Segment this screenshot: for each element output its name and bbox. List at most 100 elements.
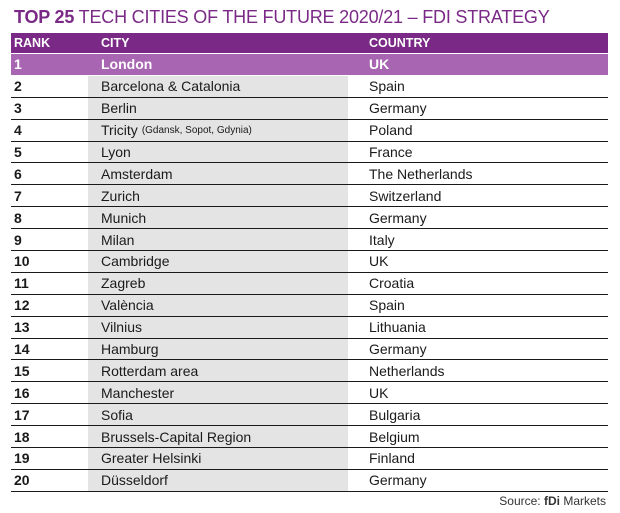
rank-cell: 7 [14,187,22,204]
table-row: 10 Cambridge UK [11,251,608,273]
city-name: Sofia [101,406,133,423]
table-row: 12 València Spain [11,294,608,317]
city-cell: Düsseldorf [88,469,348,491]
country-cell: Spain [369,297,405,314]
country-cell: Spain [369,78,405,95]
rank-cell: 12 [14,297,30,314]
city-cell: Brussels-Capital Region [88,426,348,448]
title-lead: TOP 25 [14,7,75,27]
city-cell: Berlin [88,97,348,119]
country-cell: UK [369,384,389,401]
header-country: COUNTRY [369,36,431,50]
rank-cell: 1 [14,56,22,73]
city-cell: Manchester [88,382,348,404]
table-row: 6 Amsterdam The Netherlands [11,163,608,186]
rank-cell: 15 [14,362,30,379]
city-name: London [101,56,153,73]
country-cell: Germany [369,209,427,226]
rank-cell: 17 [14,406,30,423]
table-row: 20 Düsseldorf Germany [11,469,608,492]
country-cell: Germany [369,100,427,117]
city-name: Lyon [101,144,131,160]
city-name: Cambridge [101,253,170,270]
table-row: 11 Zagreb Croatia [11,272,608,295]
table-row: 17 Sofia Bulgaria [11,404,608,427]
city-name: Greater Helsinki [101,450,202,467]
country-cell: Croatia [369,275,415,292]
table-row: 9 Milan Italy [11,229,608,252]
city-cell: Amsterdam [88,163,348,185]
table-row: 2 Barcelona & Catalonia Spain [11,75,608,98]
city-cell: Greater Helsinki [88,448,348,469]
source-note: Source: fDi Markets [499,494,606,508]
rank-cell: 2 [14,78,22,95]
ranking-table: RANK CITY COUNTRY 1 London UK 2 Barcelona & … [11,33,608,492]
rank-cell: 5 [14,144,22,160]
country-cell: Belgium [369,428,420,445]
table-row: 14 Hamburg Germany [11,338,608,361]
city-note: (Gdansk, Sopot, Gdynia) [141,124,252,136]
rank-cell: 16 [14,384,30,401]
city-cell: Hamburg [88,338,348,360]
city-cell: Vilnius [88,316,348,338]
city-name: Düsseldorf [101,472,168,489]
country-cell: Germany [369,472,427,489]
rank-cell: 18 [14,428,30,445]
country-cell: Finland [369,450,415,467]
city-cell: Cambridge [88,251,348,272]
rank-cell: 19 [14,450,30,467]
city-name: Zagreb [101,275,146,292]
city-name: València [101,297,154,314]
city-name: Munich [101,209,147,226]
rank-cell: 3 [14,100,22,117]
rank-cell: 10 [14,253,30,270]
rank-cell: 20 [14,472,30,489]
city-name: Amsterdam [101,165,173,182]
city-name: Brussels-Capital Region [101,428,252,445]
source-prefix: Source: [499,494,544,508]
table-row: 3 Berlin Germany [11,97,608,120]
header-city: CITY [101,36,130,50]
city-name: Vilnius [101,319,142,336]
rank-cell: 13 [14,319,30,336]
city-cell: Rotterdam area [88,360,348,382]
city-name: Hamburg [101,341,159,358]
table-row: 8 Munich Germany [11,207,608,230]
country-cell: UK [369,56,390,73]
city-name: Milan [101,231,135,248]
rank-cell: 6 [14,165,22,182]
title-text: TECH CITIES OF THE FUTURE 2020/21 – FDI … [78,7,550,27]
city-name: Manchester [101,384,175,401]
table-row: 15 Rotterdam area Netherlands [11,360,608,383]
city-cell: Zurich [88,185,348,207]
city-cell: Sofia [88,404,348,426]
table-row: 5 Lyon France [11,141,608,164]
source-name: fDi [543,494,560,508]
rank-cell: 9 [14,231,22,248]
rank-cell: 4 [14,122,22,139]
table-row: 1 London UK [11,54,608,76]
table-header-row: RANK CITY COUNTRY [11,33,608,54]
table-row: 7 Zurich Switzerland [11,185,608,208]
country-cell: France [369,144,413,160]
city-name: Zurich [101,187,140,204]
source-suffix: Markets [559,494,606,508]
city-cell: Zagreb [88,272,348,294]
country-cell: Bulgaria [369,406,421,423]
city-cell: Lyon [88,141,348,163]
city-name: Barcelona & Catalonia [101,78,241,95]
table-body: 1 London UK 2 Barcelona & Catalonia Spain 3 Ber… [11,54,608,492]
table-row: 19 Greater Helsinki Finland [11,448,608,470]
header-rank: RANK [14,36,51,50]
city-cell: Tricity (Gdansk, Sopot, Gdynia) [88,119,348,141]
city-cell: Barcelona & Catalonia [88,75,348,97]
table-row: 16 Manchester UK [11,382,608,405]
country-cell: Poland [369,122,413,139]
rank-cell: 14 [14,341,30,358]
city-cell: Milan [88,229,348,251]
city-name: Tricity [101,122,138,139]
table-row: 18 Brussels-Capital Region Belgium [11,426,608,449]
rank-cell: 11 [14,275,29,292]
city-cell: London [88,54,348,75]
rank-cell: 8 [14,209,22,226]
